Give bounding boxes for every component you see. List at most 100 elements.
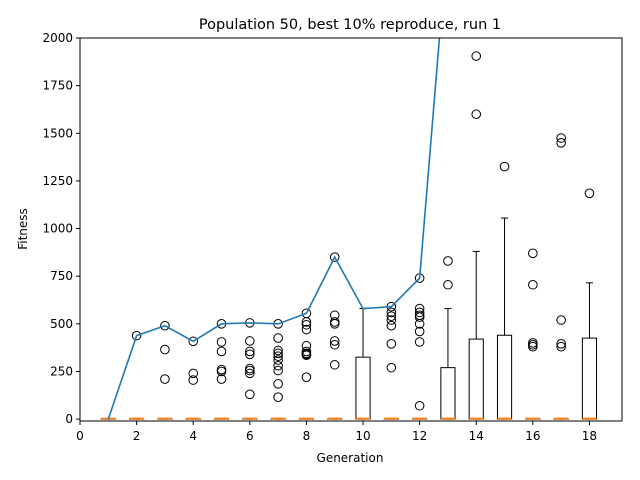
box-generation-18 [581,188,598,420]
outlier-point [216,364,227,375]
plot-area [100,38,598,420]
box-rect-10 [355,356,371,420]
outlier-point [245,389,255,400]
x-tick-label: 14 [469,429,484,443]
x-axis-title: Generation [317,451,384,465]
y-axis: 0 250 500 750 1000 1250 1500 1750 2000 [42,31,80,426]
y-tick-label: 1750 [42,79,73,93]
box-generation-9 [327,252,343,420]
outlier-point [245,336,255,346]
outlier-point [584,188,595,199]
box-generation-5 [213,319,230,420]
outlier-point [386,339,397,349]
outlier-point [329,319,340,329]
box-generation-10 [355,308,371,420]
outlier-point [245,365,255,376]
outlier-point [329,317,340,327]
box-rect-18 [581,337,598,420]
box-generation-7 [270,319,286,420]
outlier-point [301,319,312,330]
outlier-point [499,161,510,172]
outlier-point [528,279,538,290]
outlier-point [471,109,482,120]
y-tick-label: 1500 [42,126,73,140]
outlier-point [414,326,425,337]
outlier-point [216,337,227,347]
box-generation-13 [440,256,456,420]
box-generation-16 [525,248,541,420]
box-generation-8 [298,308,314,420]
outlier-point [245,349,255,360]
y-tick-label: 0 [65,412,73,426]
x-tick-label: 18 [582,429,597,443]
outlier-point [556,339,566,349]
outlier-point [329,252,340,262]
outlier-point [273,379,283,389]
outlier-point [160,374,170,384]
y-axis-title: Fitness [16,208,30,250]
outlier-point [329,336,340,346]
outlier-point [188,336,199,347]
outlier-point [160,320,170,331]
x-tick-label: 10 [355,429,370,443]
x-tick-label: 6 [246,429,254,443]
outlier-point [301,324,312,335]
x-tick-label: 2 [133,429,141,443]
outlier-point [329,359,340,370]
x-tick-label: 12 [412,429,427,443]
x-axis: 0 2 4 6 8 10 12 14 16 18 [76,421,597,443]
x-tick-label: 8 [303,429,311,443]
box-generation-12 [412,273,428,420]
outlier-point [528,248,538,259]
outlier-point [443,279,453,290]
box-rect-13 [440,367,456,420]
outlier-point [386,311,397,321]
plot-frame [79,37,623,422]
outlier-point [273,355,283,365]
y-tick-label: 250 [50,364,73,378]
outlier-point [556,315,566,325]
outlier-point [188,375,199,385]
outlier-point [131,330,142,341]
outlier-point [414,337,425,347]
outlier-point [301,372,312,382]
outlier-point [556,341,566,352]
outlier-point [528,339,538,350]
box-generation-6 [242,318,258,420]
y-tick-label: 2000 [42,31,73,45]
outlier-point [301,350,312,361]
outlier-point [386,362,397,373]
outlier-point [556,133,566,143]
outlier-point [414,307,425,318]
outlier-point [273,345,283,356]
chart-title: Population 50, best 10% reproduce, run 1 [199,17,501,33]
box-generation-2 [129,330,145,420]
outlier-point [471,51,482,61]
y-tick-label: 750 [50,269,73,283]
box-generation-14 [468,51,484,420]
y-tick-label: 1000 [42,222,73,236]
outlier-point [245,346,255,357]
best-fitness-line [107,38,441,420]
outlier-point [414,400,425,411]
box-generation-3 [157,320,173,420]
y-tick-label: 1250 [42,174,73,188]
outlier-point [273,351,283,362]
outlier-point [216,374,227,384]
outlier-point [528,341,538,352]
outlier-point [301,317,312,327]
y-tick-label: 500 [50,317,73,331]
outlier-point [273,392,283,402]
outlier-point [443,256,453,266]
outlier-point [273,360,283,371]
outlier-point [160,344,170,355]
outlier-point [414,319,425,329]
x-tick-label: 0 [76,429,84,443]
outlier-point [414,312,425,322]
outlier-point [386,315,397,325]
box-generation-4 [185,336,201,420]
box-generation-15 [496,161,513,420]
x-tick-label: 4 [189,429,197,443]
outlier-point [386,320,397,331]
